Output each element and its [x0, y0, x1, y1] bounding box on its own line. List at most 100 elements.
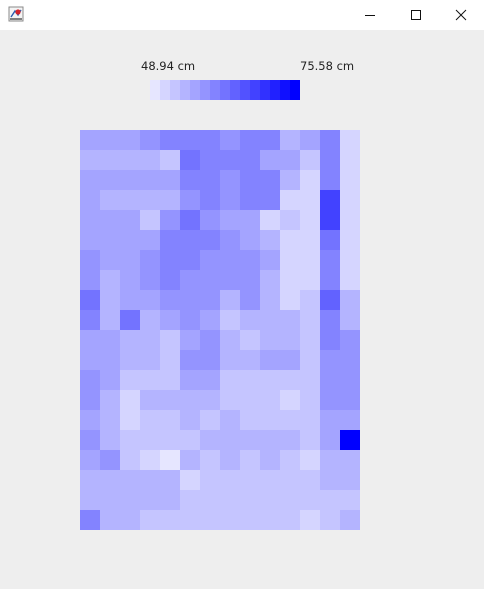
heatmap-cell	[300, 210, 321, 231]
heatmap-cell	[300, 290, 321, 311]
heatmap-cell	[340, 230, 360, 251]
heatmap-cell	[80, 510, 101, 530]
heatmap-cell	[260, 250, 281, 271]
heatmap-cell	[280, 450, 301, 471]
heatmap-cell	[160, 390, 181, 411]
heatmap-cell	[300, 470, 321, 491]
heatmap-cell	[220, 310, 241, 331]
heatmap-cell	[140, 410, 161, 431]
heatmap-cell	[160, 190, 181, 211]
heatmap-cell	[340, 310, 360, 331]
heatmap-cell	[180, 470, 201, 491]
maximize-icon	[411, 10, 421, 20]
heatmap-cell	[320, 490, 341, 511]
heatmap-cell	[100, 330, 121, 351]
heatmap-cell	[320, 330, 341, 351]
heatmap-cell	[220, 470, 241, 491]
heatmap-cell	[280, 430, 301, 451]
minimize-button[interactable]	[347, 0, 393, 30]
heatmap-cell	[120, 350, 141, 371]
heatmap-cell	[240, 290, 261, 311]
heatmap-cell	[200, 470, 221, 491]
heatmap-cell	[200, 310, 221, 331]
heatmap-cell	[100, 470, 121, 491]
heatmap-cell	[240, 130, 261, 151]
heatmap-cell	[240, 170, 261, 191]
heatmap-cell	[180, 170, 201, 191]
heatmap-cell	[280, 510, 301, 530]
heatmap-cell	[260, 190, 281, 211]
heatmap-cell	[140, 250, 161, 271]
heatmap-cell	[140, 150, 161, 171]
heatmap-cell	[100, 150, 121, 171]
java-app-icon	[8, 6, 24, 22]
legend-swatch	[180, 80, 191, 100]
legend-swatch	[230, 80, 241, 100]
heatmap-cell	[100, 230, 121, 251]
heatmap-cell	[320, 210, 341, 231]
heatmap-cell	[320, 250, 341, 271]
close-button[interactable]	[438, 0, 484, 30]
heatmap-cell	[340, 290, 360, 311]
heatmap-cell	[180, 510, 201, 530]
heatmap-cell	[260, 310, 281, 331]
heatmap-cell	[140, 310, 161, 331]
heatmap-cell	[320, 450, 341, 471]
heatmap-cell	[340, 410, 360, 431]
heatmap-cell	[340, 430, 360, 451]
heatmap-cell	[80, 230, 101, 251]
heatmap-cell	[100, 390, 121, 411]
heatmap-cell	[80, 490, 101, 511]
heatmap-cell	[120, 370, 141, 391]
heatmap-cell	[160, 230, 181, 251]
heatmap-cell	[260, 370, 281, 391]
heatmap-cell	[140, 430, 161, 451]
heatmap-cell	[280, 410, 301, 431]
heatmap-grid	[80, 130, 360, 530]
heatmap-cell	[80, 150, 101, 171]
heatmap-cell	[200, 210, 221, 231]
heatmap-cell	[80, 270, 101, 291]
heatmap-cell	[260, 470, 281, 491]
heatmap-cell	[240, 370, 261, 391]
heatmap-cell	[120, 430, 141, 451]
heatmap-cell	[340, 450, 360, 471]
heatmap-cell	[140, 130, 161, 151]
heatmap-cell	[300, 170, 321, 191]
heatmap-cell	[120, 230, 141, 251]
heatmap-cell	[220, 450, 241, 471]
heatmap-cell	[220, 270, 241, 291]
heatmap-cell	[180, 150, 201, 171]
heatmap-cell	[180, 250, 201, 271]
heatmap-cell	[120, 130, 141, 151]
heatmap-cell	[300, 230, 321, 251]
heatmap-cell	[320, 150, 341, 171]
heatmap-cell	[260, 270, 281, 291]
heatmap-cell	[280, 330, 301, 351]
heatmap-cell	[320, 410, 341, 431]
heatmap-cell	[180, 370, 201, 391]
heatmap-cell	[280, 490, 301, 511]
heatmap-cell	[80, 410, 101, 431]
heatmap-cell	[320, 370, 341, 391]
heatmap-cell	[340, 330, 360, 351]
heatmap-cell	[240, 470, 261, 491]
heatmap-cell	[320, 350, 341, 371]
heatmap-cell	[260, 230, 281, 251]
heatmap-cell	[240, 250, 261, 271]
heatmap-cell	[100, 310, 121, 331]
heatmap-cell	[180, 330, 201, 351]
heatmap-cell	[200, 430, 221, 451]
heatmap-cell	[240, 230, 261, 251]
heatmap-cell	[240, 350, 261, 371]
heatmap-cell	[280, 190, 301, 211]
heatmap-cell	[160, 210, 181, 231]
heatmap-cell	[220, 390, 241, 411]
heatmap-cell	[160, 170, 181, 191]
heatmap-cell	[260, 150, 281, 171]
heatmap-cell	[340, 510, 360, 530]
heatmap-cell	[280, 310, 301, 331]
maximize-button[interactable]	[393, 0, 439, 30]
heatmap-cell	[220, 130, 241, 151]
heatmap-cell	[140, 210, 161, 231]
